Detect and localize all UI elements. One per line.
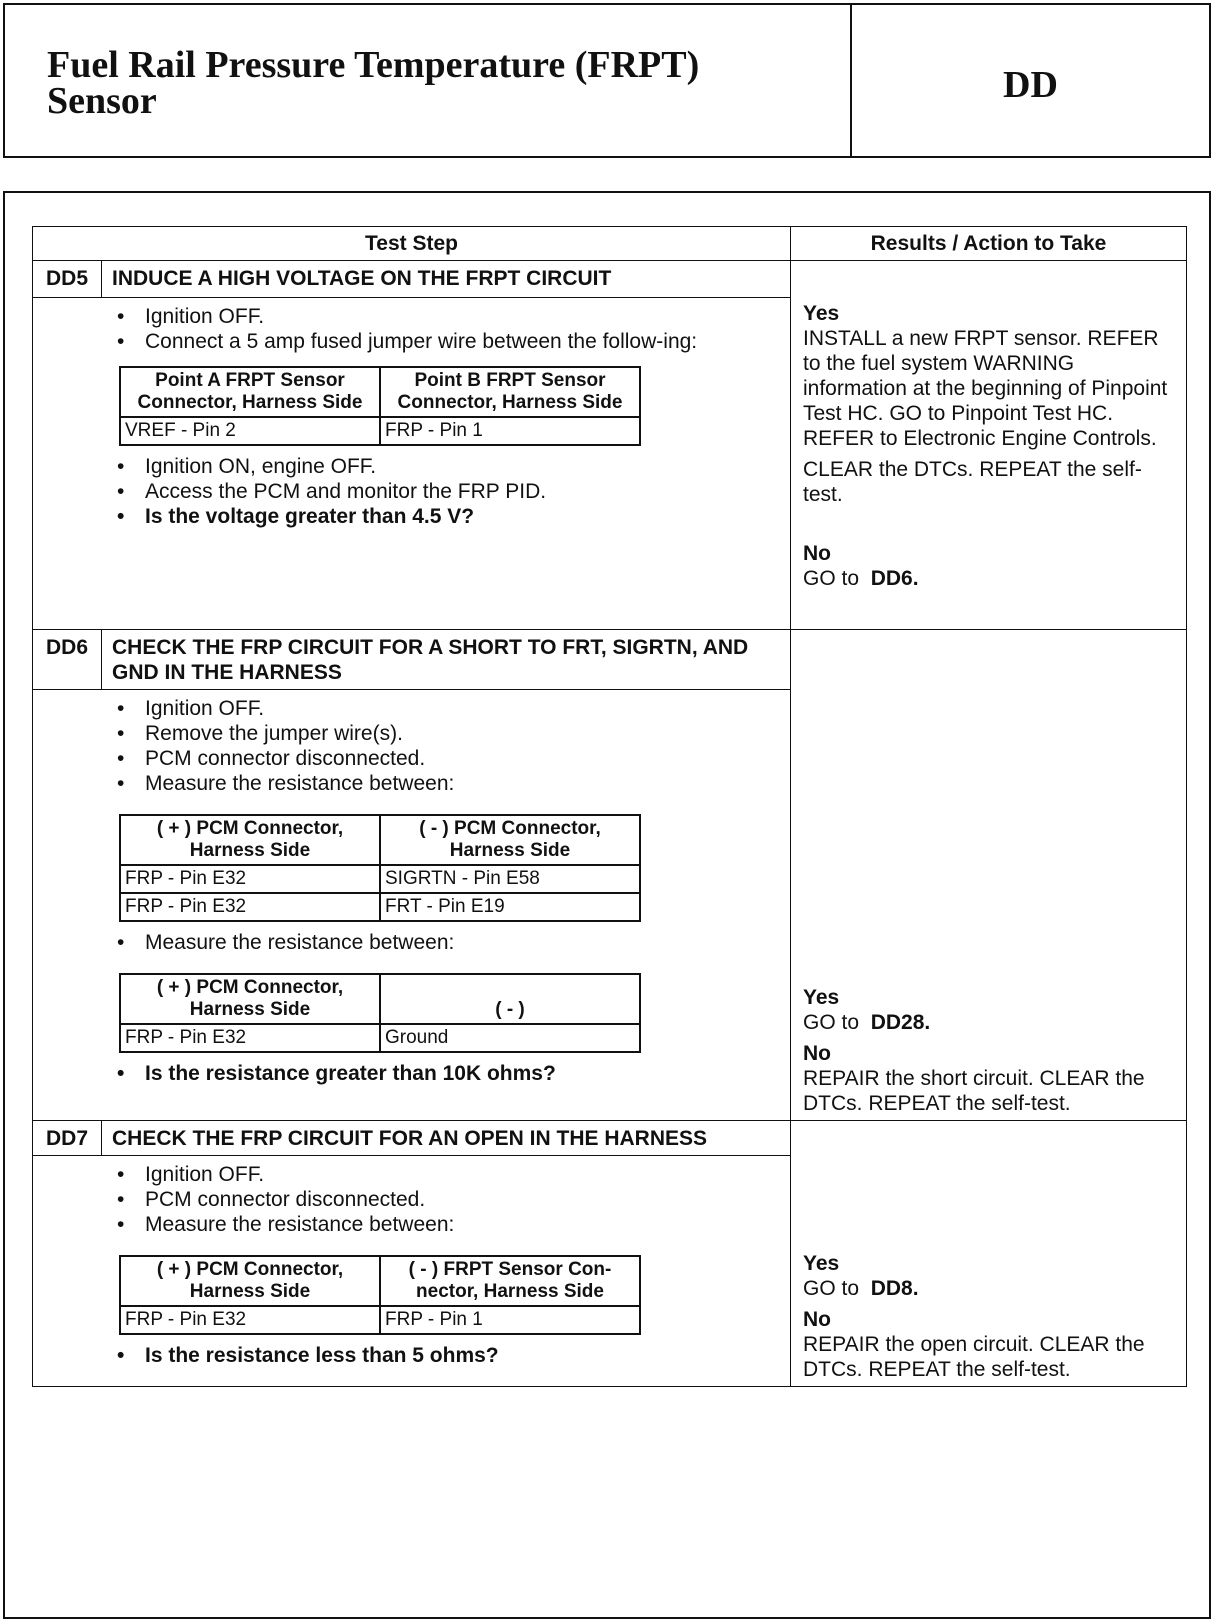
connection-table: ( + ) PCM Connector, Harness Side( - ) F… bbox=[119, 973, 641, 1053]
table-header: Point A FRPT Sensor Connector, Harness S… bbox=[119, 366, 381, 418]
step-body: Ignition OFF. Connect a 5 amp fused jump… bbox=[32, 297, 791, 630]
table-header: ( + ) PCM Connector, Harness Side bbox=[119, 973, 381, 1025]
table-header: ( - ) bbox=[379, 973, 641, 1025]
list-item: PCM connector disconnected. bbox=[111, 746, 760, 771]
step-title-row: DD5 INDUCE A HIGH VOLTAGE ON THE FRPT CI… bbox=[32, 260, 1187, 630]
col-test-step: Test Step bbox=[32, 226, 791, 261]
list-item: PCM connector disconnected. bbox=[111, 1187, 760, 1212]
list-item: Ignition OFF. bbox=[111, 304, 760, 329]
list-item: Ignition ON, engine OFF. bbox=[111, 454, 760, 479]
list-item: Measure the resistance between: bbox=[111, 771, 760, 796]
table-cell: Ground bbox=[379, 1023, 641, 1053]
step-body-row: Ignition OFF. Connect a 5 amp fused jump… bbox=[32, 297, 1187, 630]
col-results: Results / Action to Take bbox=[790, 226, 1187, 261]
step-body: Ignition OFF. Remove the jumper wire(s).… bbox=[32, 689, 791, 1121]
table-header: ( + ) PCM Connector, Harness Side bbox=[119, 1255, 381, 1307]
table-cell: FRP - Pin E32 bbox=[119, 864, 381, 894]
table-cell: FRP - Pin E32 bbox=[119, 1023, 381, 1053]
step-result: Yes GO to DD8. No REPAIR the open circui… bbox=[790, 1120, 1187, 1387]
step-result: Yes INSTALL a new FRPT sensor. REFER to … bbox=[790, 260, 1187, 630]
no-text: REPAIR the short circuit. CLEAR the DTCs… bbox=[803, 1067, 1145, 1115]
step-id: DD5 bbox=[32, 260, 102, 298]
table-header-row: Test Step Results / Action to Take bbox=[32, 226, 1187, 261]
test-step-table: Test Step Results / Action to Take DD5 I… bbox=[32, 226, 1187, 1387]
table-cell: SIGRTN - Pin E58 bbox=[379, 864, 641, 894]
section-code: DD bbox=[1003, 64, 1058, 106]
yes-text: INSTALL a new FRPT sensor. REFER to the … bbox=[803, 327, 1168, 450]
step-body-row: Ignition OFF. PCM connector disconnected… bbox=[32, 1155, 1187, 1387]
yes-text-2: CLEAR the DTCs. REPEAT the self-test. bbox=[803, 458, 1142, 506]
list-item: Ignition OFF. bbox=[111, 696, 760, 721]
yes-label: Yes bbox=[803, 302, 840, 325]
step-title-row: DD7 CHECK THE FRP CIRCUIT FOR AN OPEN IN… bbox=[32, 1120, 1187, 1387]
list-item: Measure the resistance between: bbox=[111, 1212, 760, 1237]
list-item: Connect a 5 amp fused jumper wire betwee… bbox=[111, 329, 760, 354]
list-item: Access the PCM and monitor the FRP PID. bbox=[111, 479, 760, 504]
list-item: Ignition OFF. bbox=[111, 1162, 760, 1187]
step-title-row: DD6 CHECK THE FRP CIRCUIT FOR A SHORT TO… bbox=[32, 629, 1187, 1121]
step-body: Ignition OFF. PCM connector disconnected… bbox=[32, 1155, 791, 1387]
yes-prefix: GO to bbox=[803, 1277, 860, 1300]
step-result: Yes GO to DD28. No REPAIR the short circ… bbox=[790, 629, 1187, 1121]
table-header: ( - ) FRPT Sensor Con-nector, Harness Si… bbox=[379, 1255, 641, 1307]
table-cell: FRP - Pin 1 bbox=[379, 416, 641, 446]
step-title: INDUCE A HIGH VOLTAGE ON THE FRPT CIRCUI… bbox=[101, 260, 791, 298]
yes-prefix: GO to bbox=[803, 1011, 860, 1034]
no-label: No bbox=[803, 542, 831, 565]
yes-target: DD8. bbox=[870, 1277, 919, 1300]
table-cell: FRT - Pin E19 bbox=[379, 892, 641, 922]
list-item: Measure the resistance between: bbox=[111, 930, 760, 955]
yes-text: GO to DD8. bbox=[803, 1276, 1176, 1301]
table-cell: FRP - Pin E32 bbox=[119, 892, 381, 922]
step-question: Is the resistance less than 5 ohms? bbox=[111, 1343, 760, 1368]
page-title: Fuel Rail Pressure Temperature (FRPT) Se… bbox=[47, 44, 700, 122]
title-line-2: Sensor bbox=[47, 80, 157, 122]
page-header: Fuel Rail Pressure Temperature (FRPT) Se… bbox=[3, 3, 1211, 158]
header-divider bbox=[850, 5, 852, 156]
step-question: Is the resistance greater than 10K ohms? bbox=[111, 1061, 760, 1086]
connection-table: ( + ) PCM Connector, Harness Side( - ) F… bbox=[119, 1255, 641, 1335]
content-frame: Test Step Results / Action to Take DD5 I… bbox=[3, 191, 1211, 1619]
step-id: DD6 bbox=[32, 629, 102, 690]
connection-table: Point A FRPT Sensor Connector, Harness S… bbox=[119, 366, 641, 446]
yes-label: Yes bbox=[803, 1252, 840, 1275]
step-body-row: Ignition OFF. Remove the jumper wire(s).… bbox=[32, 689, 1187, 1121]
table-header: Point B FRPT Sensor Connector, Harness S… bbox=[379, 366, 641, 418]
table-header: ( + ) PCM Connector, Harness Side bbox=[119, 814, 381, 866]
connection-table: ( + ) PCM Connector, Harness Side( - ) P… bbox=[119, 814, 641, 922]
title-line-1: Fuel Rail Pressure Temperature (FRPT) bbox=[47, 44, 700, 86]
step-question: Is the voltage greater than 4.5 V? bbox=[111, 504, 760, 529]
step-title: CHECK THE FRP CIRCUIT FOR AN OPEN IN THE… bbox=[101, 1120, 791, 1156]
table-cell: VREF - Pin 2 bbox=[119, 416, 381, 446]
step-title: CHECK THE FRP CIRCUIT FOR A SHORT TO FRT… bbox=[101, 629, 791, 690]
no-text: REPAIR the open circuit. CLEAR the DTCs.… bbox=[803, 1333, 1145, 1381]
no-label: No bbox=[803, 1042, 831, 1065]
no-text: GO to DD6. bbox=[803, 566, 1176, 591]
table-header: ( - ) PCM Connector, Harness Side bbox=[379, 814, 641, 866]
yes-label: Yes bbox=[803, 986, 840, 1009]
no-target: DD6. bbox=[870, 567, 919, 590]
yes-target: DD28. bbox=[870, 1011, 931, 1034]
table-cell: FRP - Pin 1 bbox=[379, 1305, 641, 1335]
yes-text: GO to DD28. bbox=[803, 1010, 1176, 1035]
list-item: Remove the jumper wire(s). bbox=[111, 721, 760, 746]
no-prefix: GO to bbox=[803, 567, 860, 590]
table-cell: FRP - Pin E32 bbox=[119, 1305, 381, 1335]
no-label: No bbox=[803, 1308, 831, 1331]
step-id: DD7 bbox=[32, 1120, 102, 1156]
